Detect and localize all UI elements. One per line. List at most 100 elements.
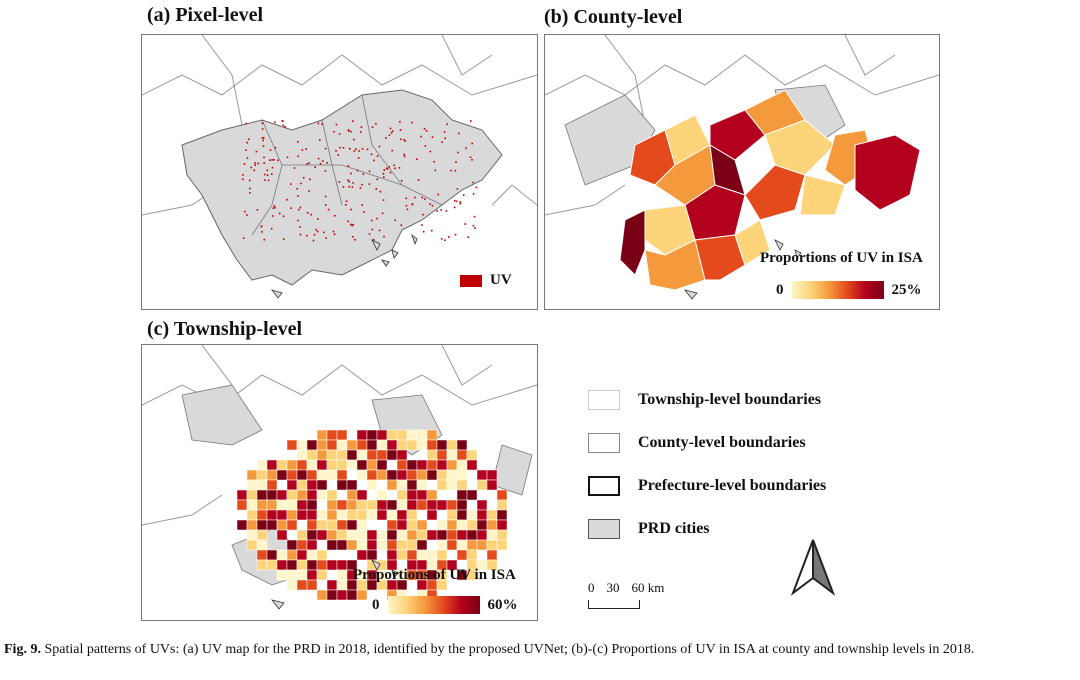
islands: [270, 559, 399, 610]
township-cell: [266, 469, 278, 481]
township-cell: [316, 479, 328, 491]
township-cell: [286, 559, 298, 571]
uv-pixel: [356, 169, 359, 172]
township-cell: [356, 549, 368, 561]
uv-pixel: [261, 231, 263, 233]
uv-pixel: [317, 218, 319, 220]
uv-pixel: [357, 157, 360, 159]
uv-pixel: [440, 209, 442, 211]
uv-pixel: [394, 167, 396, 170]
township-cell: [356, 519, 368, 531]
township-cell: [496, 519, 508, 531]
township-cell: [376, 449, 388, 461]
county-7: [854, 134, 921, 211]
township-cell: [486, 509, 498, 521]
uv-pixel: [411, 121, 413, 124]
township-ramp: 0 60%: [372, 596, 518, 614]
uv-pixel: [250, 166, 252, 169]
uv-pixel: [389, 127, 392, 130]
uv-pixel: [472, 181, 474, 184]
township-cell: [306, 569, 318, 581]
uv-pixel: [366, 148, 369, 151]
township-cell: [266, 509, 278, 521]
uv-pixel: [262, 145, 265, 147]
uv-pixel: [290, 183, 292, 185]
uv-pixel: [300, 182, 302, 185]
uv-pixel: [353, 150, 356, 152]
uv-pixel: [453, 199, 456, 202]
uv-pixel: [347, 220, 349, 223]
township-cell: [466, 569, 478, 581]
township-cell: [346, 489, 358, 501]
township-cell: [436, 479, 448, 491]
outer-boundaries: [142, 345, 537, 526]
township-cell: [366, 549, 378, 561]
uv-pixel: [321, 123, 323, 125]
township-cell: [436, 499, 448, 511]
township-cell: [436, 449, 448, 461]
township-cell: [426, 529, 438, 541]
township-cell: [316, 589, 328, 601]
township-cell: [466, 519, 478, 531]
uv-pixel: [400, 138, 402, 141]
township-cell: [386, 429, 398, 441]
uv-pixel: [464, 223, 466, 225]
township-cell: [276, 569, 288, 581]
uv-pixel: [440, 238, 443, 240]
township-cell: [376, 429, 388, 441]
township-cell: [376, 509, 388, 521]
township-cell: [266, 519, 278, 531]
township-cell: [406, 489, 418, 501]
uv-pixel: [470, 120, 472, 122]
panel-c-title: (c) Township-level: [147, 318, 303, 340]
township-cell: [366, 529, 378, 541]
uv-pixel: [347, 129, 350, 131]
township-cell: [456, 449, 468, 461]
township-cell: [346, 439, 358, 451]
uv-pixel: [297, 219, 299, 222]
township-cell: [426, 429, 438, 441]
township-cell: [266, 559, 278, 571]
township-cell: [356, 589, 368, 601]
uv-pixel: [455, 200, 458, 203]
uv-pixel: [350, 130, 352, 133]
township-cell: [306, 499, 318, 511]
township-cell: [246, 499, 258, 511]
uv-pixel: [247, 138, 250, 141]
township-cell: [496, 499, 508, 511]
uv-pixel: [352, 223, 355, 226]
legend-township: Township-level boundaries: [588, 390, 821, 410]
township-cell: [366, 449, 378, 461]
township-cell: [396, 479, 408, 491]
uv-pixel: [313, 233, 316, 236]
township-cell: [276, 529, 288, 541]
township-cell: [316, 569, 328, 581]
uv-pixel: [351, 186, 354, 188]
township-cell: [446, 449, 458, 461]
uv-pixel: [454, 233, 457, 236]
uv-pixel: [421, 224, 423, 226]
uv-pixel: [296, 187, 298, 190]
township-cell: [256, 559, 268, 571]
township-cell: [326, 589, 338, 601]
uv-pixel: [431, 136, 434, 138]
uv-pixel: [437, 193, 440, 196]
township-cell: [346, 509, 358, 521]
uv-pixel: [473, 215, 476, 218]
scale-label-30: 30: [606, 580, 620, 595]
uv-pixel: [317, 122, 320, 125]
township-cell: [486, 549, 498, 561]
uv-pixel: [472, 224, 475, 227]
township-cell: [336, 429, 348, 441]
township-cell: [306, 559, 318, 571]
township-cell: [436, 529, 448, 541]
township-cell: [286, 509, 298, 521]
uv-pixel: [458, 132, 460, 135]
township-cell: [366, 509, 378, 521]
township-cell: [456, 489, 468, 501]
uv-pixel: [457, 151, 459, 154]
uv-pixel: [431, 204, 434, 207]
uv-pixel: [271, 173, 273, 175]
uv-pixel: [269, 149, 272, 151]
township-cell: [326, 539, 338, 551]
